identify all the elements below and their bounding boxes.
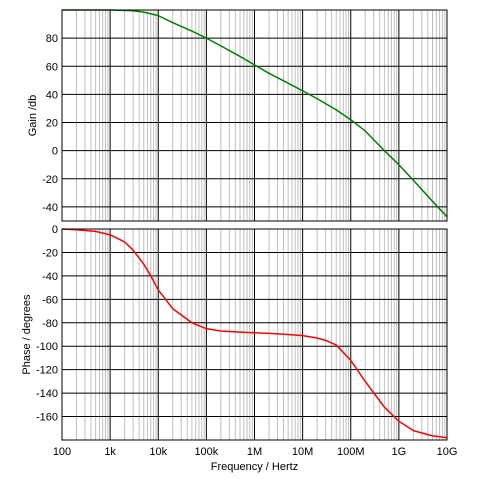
gain-y-tick-label: 80: [46, 33, 58, 45]
phase-y-tick-label: -120: [36, 365, 58, 377]
gain-y-tick-label: 40: [46, 89, 58, 101]
phase-x-tick-labels: 100 1k 10k 100k 1M 10M 100M 1G 10G: [53, 446, 458, 458]
phase-plot-frame: [61, 228, 448, 441]
gain-y-tick-labels: 80 60 40 20 0 -20 -40: [42, 33, 58, 214]
gain-y-axis-label: Gain /db: [27, 95, 39, 137]
x-tick-label: 100: [53, 446, 71, 458]
phase-y-tick-label: -160: [36, 412, 58, 424]
x-tick-label: 1k: [104, 446, 116, 458]
phase-y-tick-labels: 0 -20 -40 -60 -80 -100 -120 -140 -160: [36, 224, 58, 424]
x-tick-label: 1G: [392, 446, 407, 458]
phase-y-tick-label: -140: [36, 388, 58, 400]
gain-panel: 80 60 40 20 0 -20 -40 Gain /db: [27, 9, 448, 222]
phase-grid: [61, 228, 448, 440]
gain-series-line: [62, 9, 448, 218]
x-tick-label: 10M: [292, 446, 313, 458]
gain-y-tick-label: 20: [46, 118, 58, 130]
phase-y-axis-label: Phase / degrees: [21, 294, 33, 375]
phase-y-tick-label: -40: [42, 271, 58, 283]
phase-y-tick-label: -20: [42, 247, 58, 259]
phase-series: [61, 228, 448, 439]
gain-y-tick-label: -40: [42, 202, 58, 214]
phase-y-tick-label: 0: [52, 224, 58, 236]
gain-y-tick-label: 60: [46, 61, 58, 73]
x-tick-label: 100k: [194, 446, 218, 458]
phase-series-line: [61, 228, 448, 439]
gain-series: [62, 9, 448, 218]
phase-y-tick-label: -80: [42, 318, 58, 330]
x-tick-label: 10k: [149, 446, 167, 458]
x-tick-label: 100M: [337, 446, 365, 458]
phase-y-tick-label: -60: [42, 294, 58, 306]
phase-y-tick-label: -100: [36, 341, 58, 353]
x-tick-label: 10G: [437, 446, 458, 458]
x-tick-label: 1M: [247, 446, 262, 458]
gain-y-tick-label: 0: [52, 146, 58, 158]
gain-y-tick-label: -20: [42, 174, 58, 186]
x-axis-label: Frequency / Hertz: [211, 461, 298, 473]
gain-grid: [61, 10, 448, 221]
phase-panel: 0-20-40-60-80-100-120-140-160 100 1k 10k 10…: [21, 224, 457, 473]
gain-plot-frame: [61, 9, 448, 222]
